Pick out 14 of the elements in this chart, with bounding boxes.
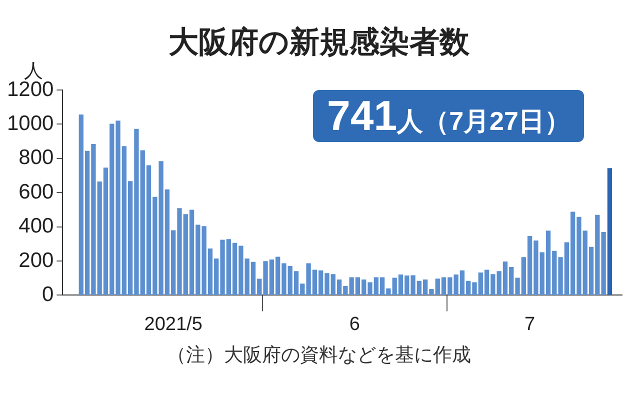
x-tick-label: 6 bbox=[349, 314, 360, 335]
y-tick-label: 600 bbox=[18, 180, 54, 204]
y-tick-label: 800 bbox=[18, 146, 54, 170]
annotation: 741人（7月27日） bbox=[313, 90, 584, 142]
y-tick-label: 200 bbox=[18, 248, 54, 272]
text: （注）大阪府の資料などを基に作成 bbox=[166, 344, 472, 368]
y-tick-label: 400 bbox=[18, 214, 54, 238]
y-tick-label: 1000 bbox=[7, 112, 54, 135]
y-tick-label: 0 bbox=[42, 282, 54, 306]
chart-title: 大阪府の新規感染者数 bbox=[168, 26, 470, 59]
x-tick-label: 2021/5 bbox=[144, 314, 202, 335]
x-tick-label: 7 bbox=[524, 314, 536, 335]
y-axis-title: 人 bbox=[24, 60, 43, 82]
bar bbox=[607, 168, 612, 296]
